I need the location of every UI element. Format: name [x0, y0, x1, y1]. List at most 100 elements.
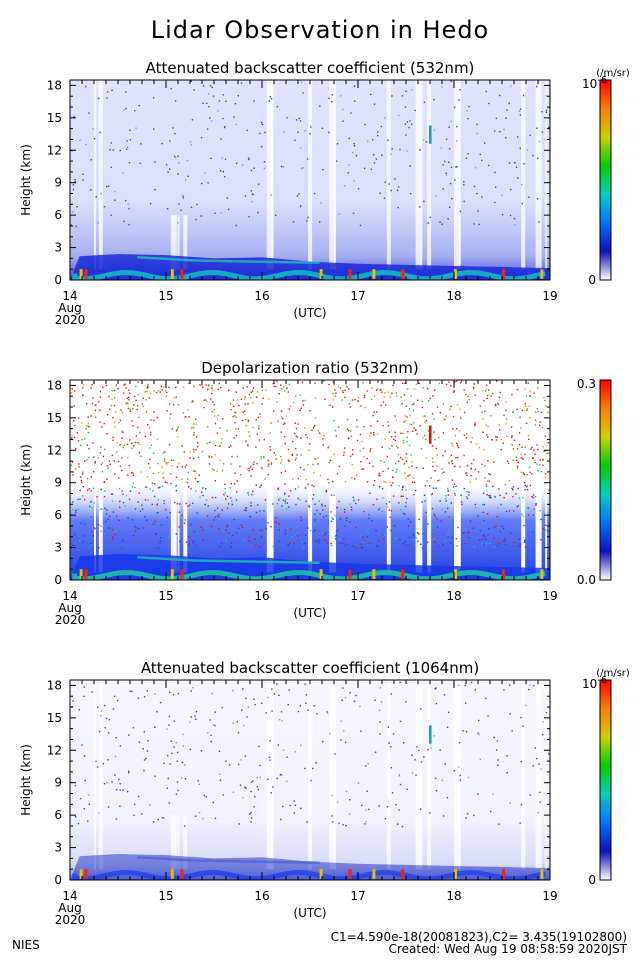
x-tick-sublabel: 2020 [55, 313, 86, 327]
x-tick-sublabel: 2020 [55, 913, 86, 927]
colorbar-exponent: -6 [597, 675, 607, 686]
footer-created: Created: Wed Aug 19 08:58:59 2020JST [389, 942, 628, 956]
y-tick-label: 9 [54, 476, 62, 490]
elevated-layer [137, 856, 320, 864]
x-tick-label: 19 [542, 889, 557, 903]
colorbar-unit: (/m/sr) [596, 668, 630, 679]
signal-gap [334, 680, 336, 870]
hotspot [401, 569, 405, 579]
x-tick-label: 16 [254, 589, 269, 603]
hotspot [401, 269, 405, 279]
signal-gap [415, 80, 422, 270]
colorbar-unit: (/m/sr) [596, 68, 630, 79]
x-tick-label: 17 [350, 889, 365, 903]
y-tick-label: 6 [54, 208, 62, 222]
signal-gap [177, 815, 180, 870]
colorbar-exponent: -6 [597, 75, 607, 86]
signal-gap [329, 380, 336, 573]
colorbar-scale [599, 79, 612, 281]
signal-gap [94, 80, 96, 270]
signal-gap [308, 80, 313, 270]
signal-gap [386, 380, 391, 573]
hotspot [372, 269, 376, 279]
y-tick-label: 6 [54, 508, 62, 522]
signal-gap [454, 80, 460, 270]
y-tick-label: 3 [54, 841, 62, 855]
signal-gap [535, 80, 542, 270]
signal-gap [177, 215, 180, 270]
y-tick-label: 0 [54, 873, 62, 887]
x-tick-label: 14 [62, 289, 77, 303]
x-tick-label: 16 [254, 289, 269, 303]
aerosol-streak [72, 269, 546, 280]
aerosol-streak [72, 869, 546, 880]
hotspot [502, 269, 505, 279]
figure-title: Lidar Observation in Hedo [151, 16, 490, 44]
hotspot [372, 869, 376, 879]
signal-gap [521, 380, 526, 573]
hotspot [79, 569, 83, 579]
signal-gap [183, 815, 188, 870]
panel-title: Depolarization ratio (532nm) [201, 359, 419, 377]
y-tick-label: 12 [47, 443, 62, 457]
hotspot [502, 569, 505, 579]
signal-gap [266, 380, 273, 573]
signal-gap [427, 80, 432, 270]
y-axis-label: Height (km) [19, 144, 33, 215]
signal-gap [334, 380, 336, 573]
x-tick-label: 14 [62, 589, 77, 603]
signal-gap [458, 680, 461, 870]
signal-gap [308, 380, 313, 573]
x-tick-label: 17 [350, 289, 365, 303]
hotspot [540, 269, 544, 279]
footer-calibration: C1=4.590e-18(20081823),C2= 3.435(1910280… [331, 930, 627, 944]
signal-gap [177, 380, 180, 573]
signal-gap [183, 380, 188, 573]
x-axis-label: (UTC) [293, 306, 326, 320]
high-cloud [429, 125, 432, 144]
signal-gap [458, 380, 461, 573]
y-axis-label: Height (km) [19, 444, 33, 515]
heatmap-field [70, 80, 550, 280]
signal-gap [308, 680, 313, 870]
y-axis-label: Height (km) [19, 744, 33, 815]
hotspot [348, 569, 352, 579]
hotspot [79, 869, 83, 879]
y-tick-label: 18 [47, 678, 62, 692]
signal-gap [334, 80, 336, 270]
signal-gap [386, 680, 391, 870]
x-tick-sublabel: Aug [58, 901, 81, 915]
signal-gap [521, 80, 526, 270]
x-tick-label: 14 [62, 889, 77, 903]
noise-speckles [71, 681, 550, 828]
hotspot [454, 569, 457, 579]
colorbar-max-label: 0.3 [577, 377, 596, 391]
x-tick-label: 18 [446, 289, 461, 303]
signal-gap [98, 680, 103, 870]
hotspot [84, 569, 88, 579]
hotspot [348, 869, 352, 879]
panel-title: Attenuated backscatter coefficient (1064… [141, 659, 479, 677]
signal-gap [94, 380, 96, 573]
hotspot [372, 569, 376, 579]
signal-gap [329, 680, 336, 870]
signal-gap [266, 80, 273, 270]
y-tick-label: 9 [54, 176, 62, 190]
hotspot [540, 569, 544, 579]
x-tick-label: 15 [158, 289, 173, 303]
y-tick-label: 15 [47, 711, 62, 725]
colorbar: 0.3 0.0 [577, 377, 612, 587]
hotspot [319, 569, 323, 579]
y-tick-label: 15 [47, 111, 62, 125]
elevated-layer [137, 556, 320, 564]
colorbar: 10-60(/m/sr) [582, 68, 630, 287]
noise-speckles [70, 80, 550, 228]
colorbar: 10-60(/m/sr) [582, 668, 630, 887]
y-axis: 0 3 6 9 12 15 18 [47, 678, 550, 887]
y-tick-label: 0 [54, 573, 62, 587]
signal-gap [545, 680, 548, 870]
heatmap-field [70, 680, 550, 880]
